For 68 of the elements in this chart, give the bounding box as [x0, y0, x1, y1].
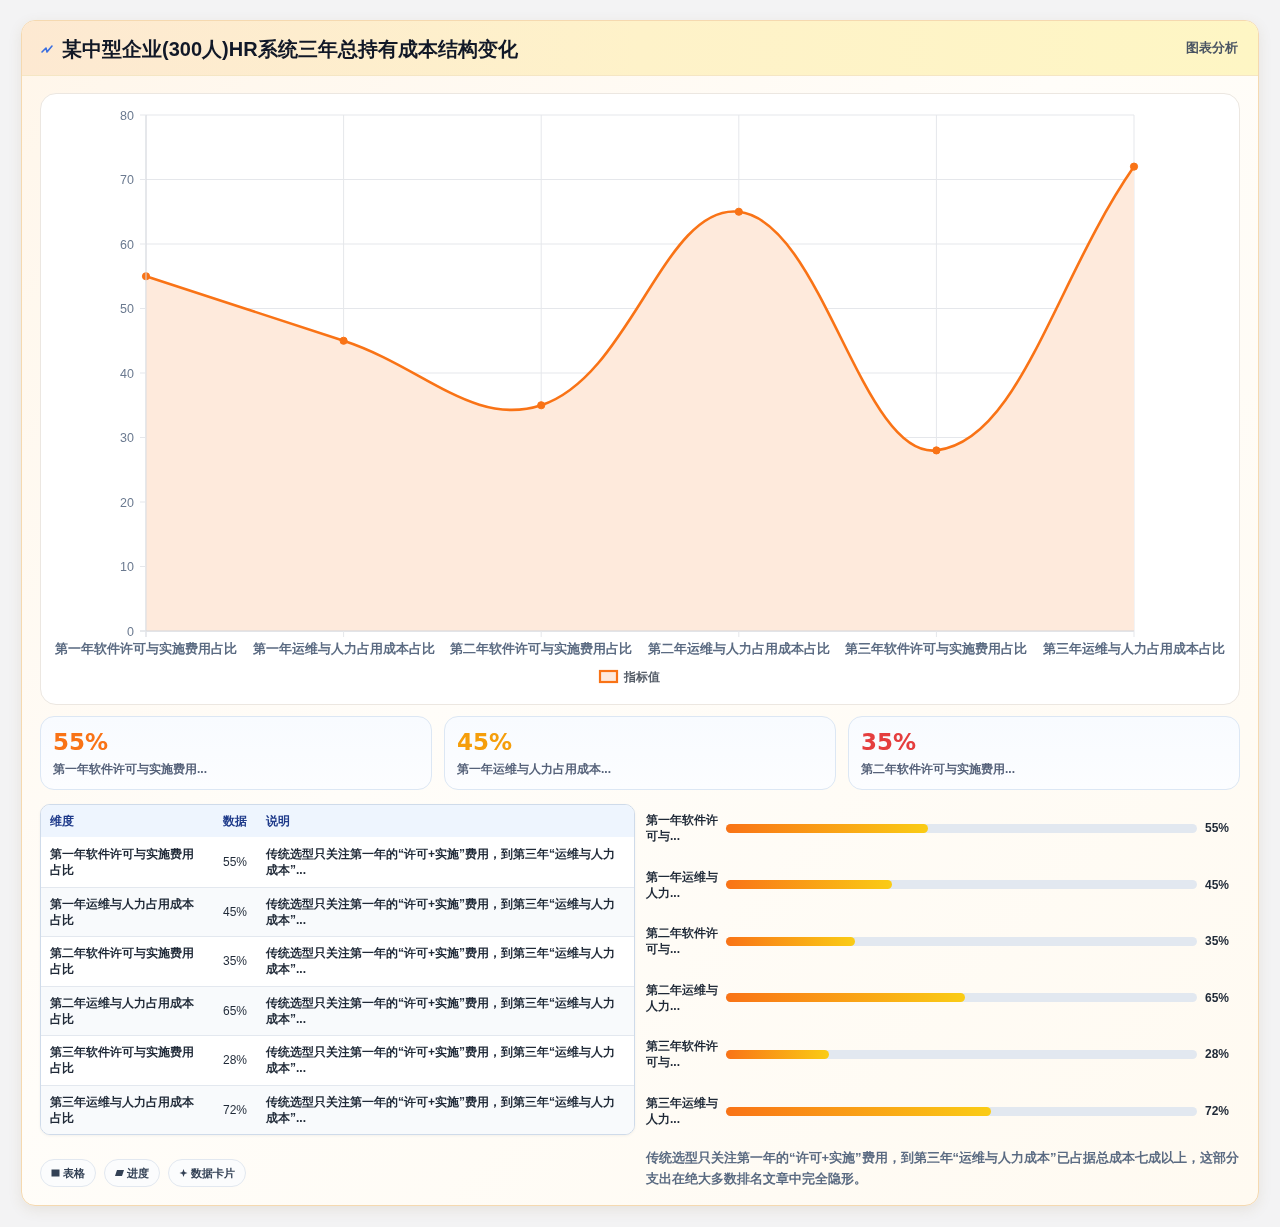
text: 35% — [861, 729, 917, 755]
text: 45% — [223, 904, 248, 919]
text: 传统选型只关注第一年的“许可+实施”费用，到第三年“运维与人力成本”... — [266, 1094, 616, 1125]
y-tick-label: 20 — [120, 495, 135, 510]
text: 第二年软件许可与实施费用占比 — [50, 946, 194, 976]
category-label: 说明 — [266, 814, 290, 829]
data-label: 72% — [1205, 1103, 1230, 1119]
text: 第一年软件许可与实施费用占比 — [50, 847, 194, 877]
y-tick-label: 70 — [120, 173, 135, 187]
text: 55% — [223, 855, 248, 869]
y-tick-label: 10 — [120, 560, 135, 574]
chart-title: 某中型企业(300人)HR系统三年总持有成本结构变化 — [62, 37, 518, 62]
data-label: 35% — [1205, 933, 1230, 950]
text: 进度 — [127, 1165, 149, 1181]
bar — [726, 1049, 830, 1059]
x-tick-label: 第一年运维与人力占用成本占比 — [251, 641, 435, 656]
y-tick-label: 第二年运维与人力... — [646, 981, 719, 1014]
text: 45% — [457, 729, 513, 755]
category-label: 第一年运维与人力占用成本... — [457, 761, 612, 777]
y-tick-label: 60 — [120, 237, 135, 252]
category-label: 第二年软件许可与实施费用... — [861, 761, 1016, 777]
y-tick-label: 第一年运维与人力... — [646, 868, 719, 901]
text: 表格 — [63, 1165, 85, 1181]
text: 第二年运维与人力占用成本占比 — [50, 995, 194, 1026]
y-tick-label: 30 — [120, 431, 135, 445]
data-label: 45% — [1205, 876, 1230, 893]
data-label: 65% — [1205, 989, 1230, 1006]
data-label: 28% — [1205, 1046, 1230, 1063]
text: 传统选型只关注第一年的“许可+实施”费用，到第三年“运维与人力成本”... — [266, 847, 616, 877]
y-tick-label: 0 — [127, 624, 135, 639]
point — [537, 401, 546, 410]
text: 55% — [53, 729, 109, 755]
y-tick-label: 50 — [120, 302, 135, 316]
text: 传统选型只关注第一年的“许可+实施”费用，到第三年“运维与人力成本”已占据总成本七成以上，这部分支出在绝大多数排名文章中完全隐形。 — [646, 1149, 1240, 1188]
data-label: 55% — [1205, 820, 1230, 836]
text: 传统选型只关注第一年的“许可+实施”费用，到第三年“运维与人力成本”... — [266, 1045, 616, 1075]
text: 传统选型只关注第一年的“许可+实施”费用，到第三年“运维与人力成本”... — [266, 946, 616, 976]
text: 35% — [223, 954, 248, 968]
text: 第三年软件许可与实施费用占比 — [50, 1045, 194, 1075]
y-tick-label: 第三年软件许可与... — [646, 1038, 719, 1071]
point — [932, 446, 941, 455]
point — [339, 336, 348, 345]
text: 传统选型只关注第一年的“许可+实施”费用，到第三年“运维与人力成本”... — [266, 896, 616, 927]
y-tick-label: 第一年软件许可与... — [646, 812, 719, 844]
y-tick-label: 80 — [120, 108, 135, 123]
text: 数据卡片 — [191, 1165, 235, 1181]
bar — [726, 936, 855, 946]
point — [1129, 162, 1139, 171]
text: 28% — [223, 1053, 248, 1067]
x-tick-label: 第三年软件许可与实施费用占比 — [844, 641, 1028, 656]
point — [734, 207, 743, 216]
legend-label: 指标值 — [623, 670, 660, 684]
text: 第三年运维与人力占用成本占比 — [50, 1094, 194, 1125]
text: 65% — [223, 1003, 248, 1018]
text: 72% — [223, 1102, 248, 1117]
category-label: 第一年软件许可与实施费用... — [53, 761, 208, 777]
category-label: 维度 — [50, 814, 74, 829]
y-tick-label: 第二年软件许可与... — [646, 925, 719, 958]
y-tick-label: 第三年运维与人力... — [646, 1095, 719, 1127]
x-tick-label: 第三年运维与人力占用成本占比 — [1042, 641, 1225, 656]
x-tick-label: 第一年软件许可与实施费用占比 — [54, 641, 237, 656]
category-label: 数据 — [223, 814, 247, 829]
x-tick-label: 第二年运维与人力占用成本占比 — [646, 641, 830, 656]
y-tick-label: 40 — [120, 366, 135, 381]
x-tick-label: 第二年软件许可与实施费用占比 — [449, 641, 633, 656]
text: 第一年运维与人力占用成本占比 — [50, 896, 194, 927]
text: 图表分析 — [1186, 39, 1238, 57]
text: 传统选型只关注第一年的“许可+实施”费用，到第三年“运维与人力成本”... — [266, 995, 616, 1026]
